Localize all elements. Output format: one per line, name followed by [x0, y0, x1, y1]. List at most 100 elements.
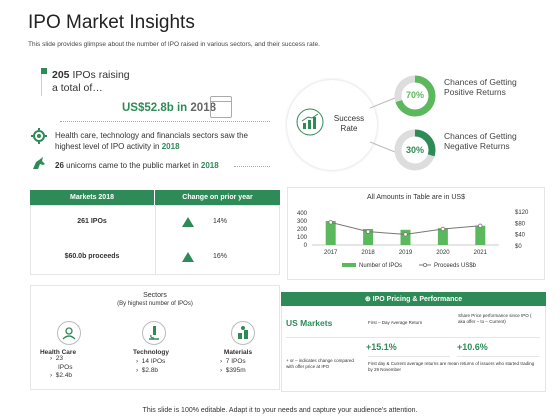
- x-tick-label: 2021: [474, 250, 488, 256]
- sector-stats: › 7 IPOs › $395m: [220, 358, 246, 374]
- x-tick-label: 2019: [399, 250, 413, 256]
- pricing-note-left: + or – indicates change compared with of…: [286, 358, 354, 369]
- ipo-chart: 400 300 200 100 0 $120 $80 $40 $0 2017 2018 2019 202…: [297, 210, 529, 269]
- sector-stat: IPOs: [58, 363, 73, 371]
- note1-line1: Health care, technology and financials s…: [55, 131, 248, 140]
- chart-title: All Amounts in Table are in US$: [367, 194, 465, 201]
- sector-name: Technology: [133, 349, 169, 356]
- pricing-divider: [286, 337, 540, 338]
- success-label-1: Success: [333, 114, 365, 123]
- table-row-2-change: 16%: [212, 253, 227, 260]
- ipo-headline: 205 IPOs raising a total of…: [52, 69, 130, 95]
- y-left-tick-label: 100: [297, 235, 308, 241]
- positive-returns-label: Chances of Getting Positive Returns: [444, 77, 517, 97]
- amount-value: US$52.8b in: [122, 102, 188, 114]
- pricing-icon: ⊕: [364, 296, 371, 303]
- legend-swatch-marker: [422, 263, 427, 268]
- success-label-2: Rate: [340, 124, 358, 133]
- point-proceeds: [403, 232, 408, 237]
- sectors-title: Sectors: [143, 292, 167, 299]
- x-tick-label: 2018: [361, 250, 375, 256]
- pricing-panel: [281, 292, 546, 392]
- y-left-tick-label: 400: [297, 211, 308, 217]
- negative-label-2: Negative Returns: [444, 141, 510, 151]
- bar-number-of-ipos: [400, 229, 411, 245]
- amount-year: 2018: [190, 102, 216, 114]
- up-arrow-icon: [182, 252, 194, 262]
- bar-number-of-ipos: [475, 225, 486, 245]
- growth-chart-icon: [296, 108, 324, 136]
- amount-raised: US$52.8b in 2018: [122, 102, 216, 114]
- y-left-tick-label: 200: [297, 227, 308, 233]
- unicorn-text: unicorns came to the public market in: [66, 161, 199, 170]
- bar-number-of-ipos: [437, 228, 448, 245]
- bar-number-of-ipos: [325, 221, 336, 245]
- legend-label: Number of IPOs: [359, 263, 402, 269]
- sector-name: Health Care: [39, 349, 77, 356]
- table-row-2-label: $60.0b proceeds: [64, 253, 120, 260]
- pricing-title: ⊕ IPO Pricing & Performance: [281, 295, 546, 303]
- sector-stats: › 23 IPOs › $2.4b: [50, 355, 73, 379]
- point-proceeds: [328, 220, 333, 225]
- x-tick-label: 2017: [324, 250, 338, 256]
- pricing-note-right: First day & Current average returns are …: [368, 361, 535, 372]
- success-rate-label: Success Rate: [329, 114, 369, 134]
- negative-label-1: Chances of Getting: [444, 131, 517, 141]
- y-right-tick-label: $80: [515, 221, 526, 227]
- sector-activity-note: Health care, technology and financials s…: [55, 130, 248, 152]
- first-day-return-value: +15.1%: [366, 342, 397, 352]
- share-price-value: +10.6%: [457, 342, 488, 352]
- legend-swatch-bars: [342, 263, 356, 267]
- positive-label-2: Positive Returns: [444, 87, 506, 97]
- materials-icon: [231, 321, 255, 345]
- chart-panel: [287, 187, 545, 280]
- dotted-divider-2: [234, 166, 270, 167]
- divider: [41, 74, 42, 96]
- change-col-header: Change on prior year: [155, 190, 280, 205]
- dotted-divider: [60, 121, 270, 122]
- first-day-return-header: First – Day Average Return: [368, 320, 423, 325]
- negative-pct: 30%: [405, 145, 424, 155]
- microscope-icon: [142, 321, 166, 345]
- share-price-header: Share Price performance since IPO ( aka …: [458, 313, 532, 324]
- unicorn-icon: [33, 157, 45, 169]
- connector-lines: [370, 97, 396, 153]
- gear-icon: [31, 128, 47, 144]
- y-left-tick-label: 0: [304, 243, 308, 249]
- sector-stat: 23: [55, 355, 64, 362]
- ipo-text: IPOs raising: [72, 69, 130, 81]
- point-proceeds: [478, 223, 483, 228]
- sector-name: Materials: [223, 349, 253, 356]
- negative-returns-label: Chances of Getting Negative Returns: [444, 131, 517, 151]
- point-proceeds: [440, 226, 446, 232]
- ipo-text-2: a total of…: [52, 82, 103, 94]
- sector-stat: $395m: [225, 366, 246, 374]
- y-right-tick-label: $40: [515, 233, 526, 239]
- unicorns-note: 26 unicorns came to the public market in…: [55, 160, 219, 171]
- y-right-tick-label: $0: [515, 244, 522, 250]
- sector-stats: › 14 IPOs › $2.8b: [136, 358, 166, 374]
- health-icon: [57, 321, 81, 345]
- y-right-tick-label: $120: [515, 210, 529, 216]
- pricing-header: [281, 292, 546, 306]
- note1-line2: highest level of IPO activity in: [55, 142, 160, 151]
- positive-pct: 70%: [405, 90, 424, 100]
- point-proceeds: [365, 229, 371, 234]
- sector-stat: $2.4b: [55, 372, 73, 379]
- pricing-divider-2: [368, 356, 450, 357]
- negative-returns-donut: [394, 129, 436, 171]
- table-row-1-label: 261 IPOs: [77, 218, 107, 225]
- legend-label: Proceeds US$b: [434, 263, 477, 269]
- markets-col-header: Markets 2018: [30, 190, 154, 205]
- pricing-title-text: IPO Pricing & Performance: [372, 296, 463, 303]
- bullet-square: [41, 68, 47, 74]
- sector-stat: 7 IPOs: [225, 358, 246, 365]
- up-arrow-icon: [182, 217, 194, 227]
- page-title: IPO Market Insights: [28, 12, 195, 33]
- bar-number-of-ipos: [363, 229, 374, 245]
- y-left-tick-label: 300: [297, 219, 308, 225]
- us-markets-label: US Markets: [286, 318, 333, 328]
- page-subtitle: This slide provides glimpse about the nu…: [28, 41, 320, 48]
- x-tick-label: 2020: [436, 250, 450, 256]
- note1-year: 2018: [161, 142, 180, 151]
